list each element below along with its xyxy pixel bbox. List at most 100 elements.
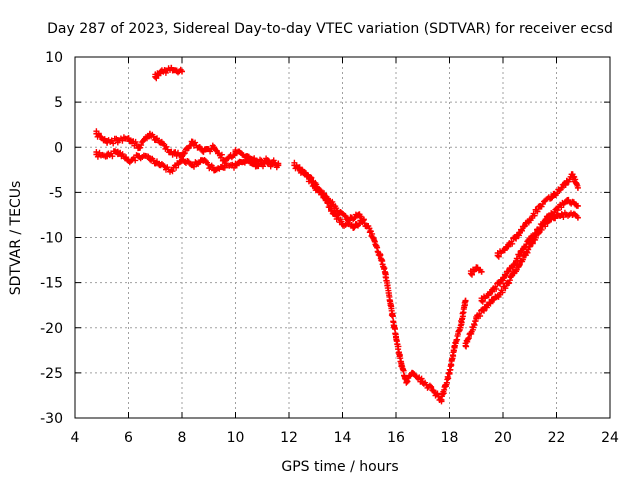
series-ecsd-i [494, 171, 581, 260]
data-point [558, 184, 565, 191]
data-point [334, 207, 341, 214]
data-point [355, 211, 362, 218]
data-point [173, 67, 180, 74]
data-point [264, 160, 271, 167]
data-point [328, 207, 335, 214]
y-tick-label: 5 [54, 95, 63, 111]
data-point [146, 130, 153, 137]
data-point [189, 162, 196, 169]
data-point [136, 144, 143, 151]
data-point [521, 243, 528, 250]
data-point [505, 243, 512, 250]
data-point [157, 70, 164, 77]
data-point [558, 211, 565, 218]
data-point [569, 211, 576, 218]
x-tick-label: 6 [124, 430, 133, 446]
series-ecsd-e [296, 164, 367, 231]
series-ecsd-c [152, 64, 185, 82]
data-point [516, 261, 523, 268]
data-point [221, 162, 228, 169]
data-point [168, 166, 175, 173]
data-point [387, 302, 394, 309]
x-tick-label: 14 [334, 430, 352, 446]
data-point [114, 148, 121, 155]
data-point [451, 342, 458, 349]
data-point [125, 157, 132, 164]
data-point [114, 137, 121, 144]
data-point [93, 151, 100, 158]
chart-title: Day 287 of 2023, Sidereal Day-to-day VTE… [47, 21, 613, 37]
data-point [462, 297, 469, 304]
y-tick-label: -5 [49, 185, 63, 201]
data-point [275, 162, 282, 169]
data-point [489, 288, 496, 295]
data-point [574, 214, 581, 221]
data-point [93, 130, 100, 137]
data-point [537, 202, 544, 209]
data-point [403, 378, 410, 385]
data-point [253, 162, 260, 169]
data-point [398, 360, 405, 367]
data-point [574, 202, 581, 209]
data-point [125, 135, 132, 142]
data-point [360, 216, 367, 223]
x-tick-label: 18 [441, 430, 459, 446]
y-tick-label: -30 [40, 411, 63, 427]
series-ecsd-f [467, 264, 485, 278]
data-point [104, 153, 111, 160]
data-point [473, 266, 480, 273]
data-point [467, 270, 474, 277]
y-tick-label: -15 [40, 276, 63, 292]
series-ecsd-h [478, 196, 581, 305]
x-tick-label: 22 [548, 430, 566, 446]
x-axis-title: GPS time / hours [281, 459, 398, 475]
data-point [366, 225, 373, 232]
data-point [200, 157, 207, 164]
data-point [548, 193, 555, 200]
data-point [162, 67, 169, 74]
data-point [344, 216, 351, 223]
x-tick-label: 24 [601, 430, 619, 446]
x-tick-label: 20 [494, 430, 512, 446]
data-point [419, 378, 426, 385]
data-point [200, 148, 207, 155]
x-tick-label: 16 [387, 430, 405, 446]
data-point [532, 229, 539, 236]
y-tick-label: 0 [54, 140, 63, 156]
data-point [291, 162, 298, 169]
y-axis-title: SDTVAR / TECUs [8, 181, 24, 296]
data-point [296, 166, 303, 173]
data-point [462, 342, 469, 349]
data-point [478, 297, 485, 304]
data-point [243, 157, 250, 164]
data-point [438, 396, 445, 403]
data-point [232, 162, 239, 169]
x-tick-label: 12 [280, 430, 298, 446]
data-point [136, 153, 143, 160]
data-point [318, 189, 325, 196]
data-point [564, 198, 571, 205]
data-point [553, 205, 560, 212]
data-point [146, 155, 153, 162]
data-point [516, 229, 523, 236]
data-point [157, 162, 164, 169]
data-point [574, 184, 581, 191]
grid [75, 57, 610, 418]
data-point [542, 216, 549, 223]
data-point [494, 293, 501, 300]
data-point [457, 324, 464, 331]
data-point [350, 223, 357, 230]
data-point [211, 144, 218, 151]
data-point [168, 148, 175, 155]
data-point [189, 139, 196, 146]
y-tick-label: -25 [40, 366, 63, 382]
data-point [179, 157, 185, 164]
data-point [104, 139, 111, 146]
y-tick-label: -20 [40, 321, 63, 337]
x-tick-label: 4 [71, 430, 80, 446]
y-tick-label: 10 [45, 50, 63, 66]
data-point [478, 268, 485, 275]
series-layer [93, 64, 581, 405]
